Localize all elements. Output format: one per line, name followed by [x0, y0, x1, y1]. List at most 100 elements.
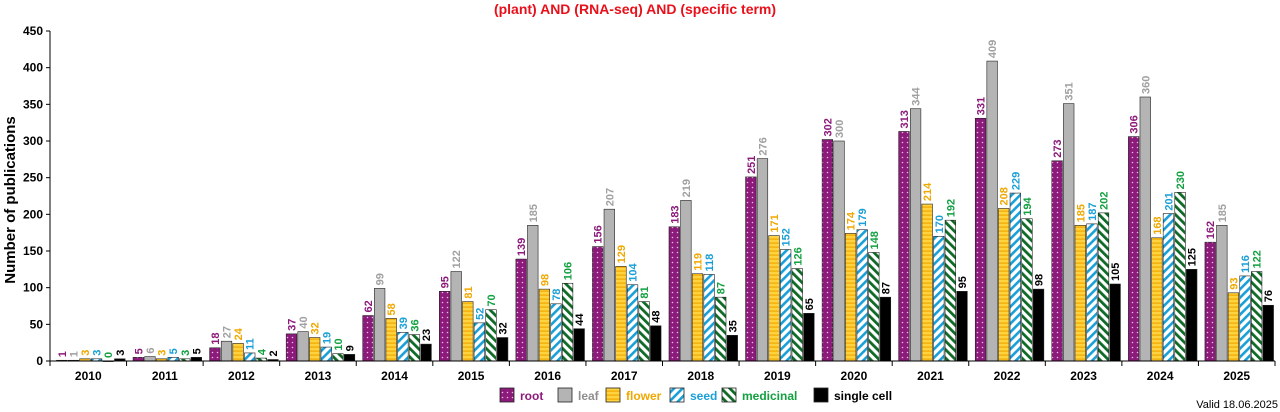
x-tick-label: 2018 [687, 369, 714, 383]
bar-leaf-2017 [603, 208, 615, 362]
bar-leaf-2015 [450, 271, 462, 362]
bar-single-cell-2019 [803, 313, 815, 362]
data-label: 1 [68, 351, 80, 357]
data-label: 18 [210, 333, 222, 345]
data-label: 32 [498, 322, 510, 334]
bar-root-2025 [1204, 241, 1216, 362]
data-label: 125 [1187, 248, 1199, 266]
data-label: 24 [233, 327, 245, 340]
data-label: 192 [945, 199, 957, 217]
bar-flower-2022 [998, 208, 1010, 362]
bar-root-2019 [745, 176, 757, 362]
y-tick-label: 150 [23, 244, 43, 258]
bar-medicinal-2024 [1174, 192, 1186, 362]
bar-leaf-2013 [297, 331, 309, 362]
data-label: 10 [333, 338, 345, 350]
bar-flower-2021 [921, 203, 933, 362]
data-label: 5 [133, 348, 145, 354]
data-label: 5 [168, 348, 180, 354]
data-label: 99 [375, 273, 387, 285]
data-label: 1 [57, 351, 69, 357]
data-label: 9 [344, 345, 356, 351]
bar-medicinal-2016 [561, 282, 574, 362]
bar-flower-2013 [309, 337, 321, 362]
legend-label-seed: seed [690, 389, 717, 403]
bar-flower-2025 [1227, 292, 1240, 362]
y-tick-label: 200 [23, 207, 43, 221]
y-tick-label: 0 [36, 354, 43, 368]
bar-single-cell-2014 [420, 343, 432, 362]
legend-swatch-medicinal [721, 387, 737, 403]
x-tick-label: 2021 [917, 369, 944, 383]
data-label: 171 [769, 214, 781, 232]
bar-root-2022 [974, 117, 987, 362]
data-label: 0 [103, 352, 115, 358]
data-label: 185 [528, 204, 540, 222]
bar-flower-2017 [615, 266, 627, 362]
bar-root-2024 [1128, 136, 1140, 362]
data-label: 37 [286, 319, 298, 331]
bar-root-2014 [362, 315, 374, 362]
data-label: 152 [781, 228, 793, 246]
data-label: 39 [398, 317, 410, 329]
data-label: 35 [727, 320, 739, 332]
y-tick-label: 400 [23, 61, 43, 75]
legend-swatch-root [499, 387, 515, 403]
data-label: 105 [1110, 263, 1122, 281]
bar-flower-2016 [538, 288, 550, 362]
bar-single-cell-2013 [343, 354, 356, 362]
data-label: 202 [1099, 192, 1111, 210]
bar-leaf-2025 [1216, 225, 1228, 362]
bar-root-2021 [898, 131, 910, 362]
legend-swatch-seed [669, 387, 685, 403]
legend-label-root: root [520, 389, 543, 403]
x-tick-label: 2017 [611, 369, 638, 383]
bar-seed-2025 [1239, 275, 1251, 362]
data-label: 251 [746, 156, 758, 174]
data-label: 48 [651, 311, 663, 323]
bar-medicinal-2021 [944, 219, 956, 362]
data-label: 52 [474, 308, 486, 320]
data-label: 27 [222, 326, 234, 338]
legend-label-single-cell: single cell [834, 389, 892, 403]
data-label: 36 [409, 319, 421, 331]
data-label: 162 [1205, 221, 1217, 239]
data-label: 313 [899, 110, 911, 128]
data-label: 168 [1152, 216, 1164, 234]
x-axis: 2010 2011 2012 2013 2014 2015 2016 2017 2018 2019… [49, 360, 1276, 383]
bar-root-2023 [1051, 160, 1063, 362]
bar-medicinal-2013 [332, 353, 344, 362]
bar-leaf-2014 [374, 288, 386, 362]
x-tick-label: 2010 [75, 369, 102, 383]
bar-single-cell-2023 [1109, 283, 1121, 362]
data-label: 4 [256, 348, 268, 355]
bar-seed-2024 [1162, 213, 1175, 362]
data-label: 87 [716, 282, 728, 294]
bar-leaf-2022 [986, 60, 998, 362]
bar-seed-2015 [473, 322, 486, 362]
data-label: 23 [421, 329, 433, 341]
data-label: 81 [463, 286, 475, 298]
data-label: 44 [574, 313, 586, 326]
data-label: 95 [440, 276, 452, 288]
bar-leaf-2011 [144, 356, 156, 362]
bar-medicinal-2018 [715, 296, 727, 362]
data-label: 98 [539, 274, 551, 286]
bar-leaf-2018 [680, 200, 692, 362]
data-label: 65 [804, 298, 816, 310]
data-label: 3 [80, 350, 92, 356]
data-label: 409 [987, 40, 999, 58]
x-tick-label: 2016 [534, 369, 561, 383]
bar-root-2017 [592, 246, 604, 362]
data-label: 11 [245, 338, 257, 350]
data-label: 104 [628, 262, 640, 281]
bar-seed-2020 [856, 229, 868, 362]
bar-medicinal-2015 [485, 309, 497, 362]
data-label: 98 [1034, 274, 1046, 286]
bar-seed-2017 [626, 284, 639, 362]
legend-swatch-flower [605, 387, 621, 403]
data-label: 95 [957, 276, 969, 288]
bar-seed-2014 [397, 332, 409, 362]
data-label: 76 [1263, 290, 1275, 302]
